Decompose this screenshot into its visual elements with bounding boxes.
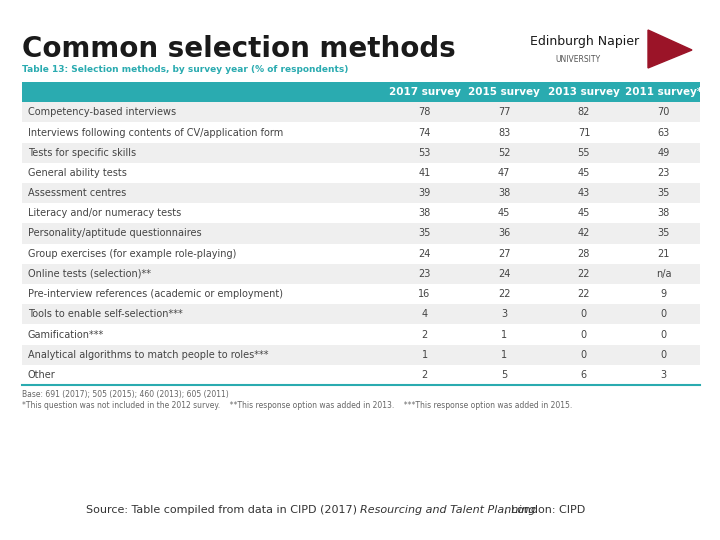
Text: 55: 55 xyxy=(577,148,590,158)
Text: 36: 36 xyxy=(498,228,510,239)
Text: Base: 691 (2017); 505 (2015); 460 (2013); 605 (2011): Base: 691 (2017); 505 (2015); 460 (2013)… xyxy=(22,390,229,399)
Bar xyxy=(22,102,700,123)
Text: 23: 23 xyxy=(657,168,670,178)
Text: 27: 27 xyxy=(498,249,510,259)
Text: 82: 82 xyxy=(577,107,590,117)
Text: 3: 3 xyxy=(660,370,667,380)
Bar xyxy=(22,264,700,284)
Text: 22: 22 xyxy=(498,289,510,299)
Text: 83: 83 xyxy=(498,127,510,138)
Text: *This question was not included in the 2012 survey.    **This response option wa: *This question was not included in the 2… xyxy=(22,401,572,410)
Text: 0: 0 xyxy=(660,309,667,319)
Text: 2: 2 xyxy=(421,370,428,380)
Text: 0: 0 xyxy=(581,309,587,319)
Text: 0: 0 xyxy=(660,350,667,360)
Bar xyxy=(22,163,700,183)
Text: 22: 22 xyxy=(577,269,590,279)
Text: 5: 5 xyxy=(501,370,508,380)
Text: 16: 16 xyxy=(418,289,431,299)
Text: , London: CIPD: , London: CIPD xyxy=(504,505,585,515)
Text: 0: 0 xyxy=(581,350,587,360)
Text: 77: 77 xyxy=(498,107,510,117)
Text: 21: 21 xyxy=(657,249,670,259)
Text: 38: 38 xyxy=(418,208,431,218)
Text: 47: 47 xyxy=(498,168,510,178)
Polygon shape xyxy=(648,30,692,68)
Text: 2017 survey: 2017 survey xyxy=(389,87,461,97)
Text: 45: 45 xyxy=(577,168,590,178)
Text: Table 13: Selection methods, by survey year (% of respondents): Table 13: Selection methods, by survey y… xyxy=(22,65,348,74)
Text: Common selection methods: Common selection methods xyxy=(22,35,456,63)
Text: Analytical algorithms to match people to roles***: Analytical algorithms to match people to… xyxy=(28,350,269,360)
Text: 22: 22 xyxy=(577,289,590,299)
Text: 78: 78 xyxy=(418,107,431,117)
Bar xyxy=(22,304,700,325)
Text: 52: 52 xyxy=(498,148,510,158)
Text: 71: 71 xyxy=(577,127,590,138)
Text: Competency-based interviews: Competency-based interviews xyxy=(28,107,176,117)
Bar xyxy=(22,203,700,224)
Bar xyxy=(22,143,700,163)
Text: 45: 45 xyxy=(498,208,510,218)
Text: 63: 63 xyxy=(657,127,670,138)
Text: 2015 survey: 2015 survey xyxy=(468,87,540,97)
Text: 1: 1 xyxy=(501,350,508,360)
Text: Assessment centres: Assessment centres xyxy=(28,188,126,198)
Bar xyxy=(22,325,700,345)
Text: 4: 4 xyxy=(421,309,428,319)
Text: 28: 28 xyxy=(577,249,590,259)
Text: Literacy and/or numeracy tests: Literacy and/or numeracy tests xyxy=(28,208,181,218)
Text: 23: 23 xyxy=(418,269,431,279)
Text: Source: Table compiled from data in CIPD (2017): Source: Table compiled from data in CIPD… xyxy=(86,505,360,515)
Text: Edinburgh Napier: Edinburgh Napier xyxy=(530,35,639,48)
Text: 38: 38 xyxy=(657,208,670,218)
Text: 41: 41 xyxy=(418,168,431,178)
Text: 3: 3 xyxy=(501,309,508,319)
Text: 35: 35 xyxy=(657,188,670,198)
Text: 1: 1 xyxy=(501,329,508,340)
Text: Resourcing and Talent Planning: Resourcing and Talent Planning xyxy=(360,505,536,515)
Text: 49: 49 xyxy=(657,148,670,158)
Text: 24: 24 xyxy=(498,269,510,279)
Bar xyxy=(22,123,700,143)
Text: Interviews following contents of CV/application form: Interviews following contents of CV/appl… xyxy=(28,127,283,138)
Text: Group exercises (for example role-playing): Group exercises (for example role-playin… xyxy=(28,249,236,259)
Text: 35: 35 xyxy=(418,228,431,239)
Text: 0: 0 xyxy=(660,329,667,340)
Text: 24: 24 xyxy=(418,249,431,259)
Text: 45: 45 xyxy=(577,208,590,218)
Bar xyxy=(22,345,700,365)
Text: Pre-interview references (academic or employment): Pre-interview references (academic or em… xyxy=(28,289,283,299)
Text: 70: 70 xyxy=(657,107,670,117)
Text: 2013 survey: 2013 survey xyxy=(548,87,620,97)
Text: 38: 38 xyxy=(498,188,510,198)
Bar xyxy=(22,183,700,203)
Text: General ability tests: General ability tests xyxy=(28,168,127,178)
Text: Tools to enable self-selection***: Tools to enable self-selection*** xyxy=(28,309,183,319)
Text: 42: 42 xyxy=(577,228,590,239)
Text: 2: 2 xyxy=(421,329,428,340)
Bar xyxy=(22,82,700,102)
Text: Personality/aptitude questionnaires: Personality/aptitude questionnaires xyxy=(28,228,202,239)
Text: 9: 9 xyxy=(660,289,667,299)
Text: 74: 74 xyxy=(418,127,431,138)
Text: 0: 0 xyxy=(581,329,587,340)
Text: 2011 survey*: 2011 survey* xyxy=(625,87,702,97)
Text: Other: Other xyxy=(28,370,55,380)
Text: UNIVERSITY: UNIVERSITY xyxy=(555,55,600,64)
Text: Online tests (selection)**: Online tests (selection)** xyxy=(28,269,151,279)
Text: Gamification***: Gamification*** xyxy=(28,329,104,340)
Bar xyxy=(22,284,700,304)
Text: 53: 53 xyxy=(418,148,431,158)
Text: 6: 6 xyxy=(581,370,587,380)
Text: 1: 1 xyxy=(421,350,428,360)
Text: 43: 43 xyxy=(577,188,590,198)
Bar xyxy=(22,365,700,385)
Bar xyxy=(22,244,700,264)
Bar xyxy=(22,224,700,244)
Text: Tests for specific skills: Tests for specific skills xyxy=(28,148,136,158)
Text: 35: 35 xyxy=(657,228,670,239)
Text: 39: 39 xyxy=(418,188,431,198)
Text: n/a: n/a xyxy=(656,269,671,279)
